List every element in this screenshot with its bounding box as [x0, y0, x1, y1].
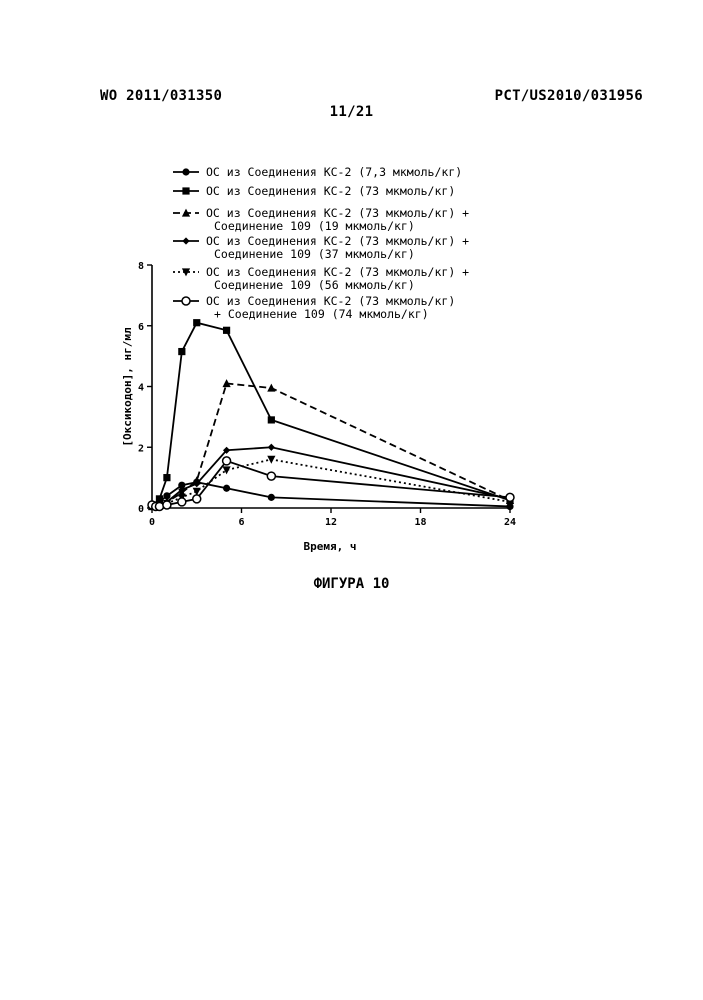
legend-label: Соединение 109 (56 мкмоль/кг): [214, 278, 415, 292]
figure-caption: ФИГУРА 10: [0, 576, 703, 592]
y-tick-label: 8: [138, 261, 144, 272]
y-tick-label: 0: [138, 504, 144, 515]
data-point-marker: [268, 444, 275, 451]
legend-marker: [182, 168, 189, 175]
data-point-marker: [163, 501, 171, 509]
data-point-marker: [193, 319, 200, 326]
legend-label: ОС из Соединения КС-2 (73 мкмоль/кг) +: [206, 206, 469, 220]
data-point-marker: [178, 348, 185, 355]
chart-series: [148, 319, 514, 511]
legend-entry-5: ОС из Соединения КС-2 (73 мкмоль/кг) +Со…: [173, 265, 469, 292]
y-tick-label: 4: [138, 383, 144, 394]
data-point-marker: [222, 466, 230, 474]
chart-legend: ОС из Соединения КС-2 (7,3 мкмоль/кг) ОС …: [173, 165, 469, 321]
data-point-marker: [223, 327, 230, 334]
legend-label: + Соединение 109 (74 мкмоль/кг): [214, 307, 429, 321]
data-point-marker: [267, 456, 275, 464]
legend-marker: [182, 297, 190, 305]
data-point-marker: [163, 474, 170, 481]
legend-entry-1: ОС из Соединения КС-2 (7,3 мкмоль/кг): [173, 165, 462, 179]
data-point-marker: [267, 472, 275, 480]
x-axis-label: Время, ч: [304, 540, 357, 553]
series-line: [152, 482, 510, 506]
series-line: [152, 323, 510, 507]
legend-entry-4: ОС из Соединения КС-2 (73 мкмоль/кг) +Со…: [173, 234, 469, 261]
legend-label: ОС из Соединения КС-2 (73 мкмоль/кг): [206, 294, 455, 308]
data-point-marker: [223, 457, 231, 465]
y-tick-label: 6: [138, 322, 144, 333]
series-line: [152, 447, 510, 506]
data-point-marker: [193, 495, 201, 503]
legend-entry-6: ОС из Соединения КС-2 (73 мкмоль/кг)+ Со…: [173, 294, 455, 321]
data-point-marker: [268, 494, 275, 501]
legend-marker: [182, 237, 189, 244]
legend-label: ОС из Соединения КС-2 (73 мкмоль/кг): [206, 184, 455, 198]
legend-marker: [182, 187, 189, 194]
data-point-marker: [506, 493, 514, 501]
legend-entry-2: ОС из Соединения КС-2 (73 мкмоль/кг): [173, 184, 455, 198]
data-point-marker: [268, 416, 275, 423]
legend-label: ОС из Соединения КС-2 (73 мкмоль/кг) +: [206, 265, 469, 279]
legend-label: Соединение 109 (19 мкмоль/кг): [214, 219, 415, 233]
x-tick-label: 24: [504, 517, 516, 528]
legend-label: Соединение 109 (37 мкмоль/кг): [214, 247, 415, 261]
legend-entry-3: ОС из Соединения КС-2 (73 мкмоль/кг) +Со…: [173, 206, 469, 233]
data-point-marker: [155, 502, 163, 510]
x-tick-label: 12: [325, 517, 337, 528]
x-tick-label: 0: [149, 517, 155, 528]
data-point-marker: [267, 384, 275, 392]
data-point-marker: [223, 485, 230, 492]
data-point-marker: [178, 498, 186, 506]
x-tick-label: 18: [414, 517, 426, 528]
y-axis-label: [Оксикодон], нг/мл: [121, 327, 134, 447]
y-tick-label: 2: [138, 443, 144, 454]
legend-label: ОС из Соединения КС-2 (73 мкмоль/кг) +: [206, 234, 469, 248]
x-tick-label: 6: [238, 517, 244, 528]
legend-label: ОС из Соединения КС-2 (7,3 мкмоль/кг): [206, 165, 462, 179]
